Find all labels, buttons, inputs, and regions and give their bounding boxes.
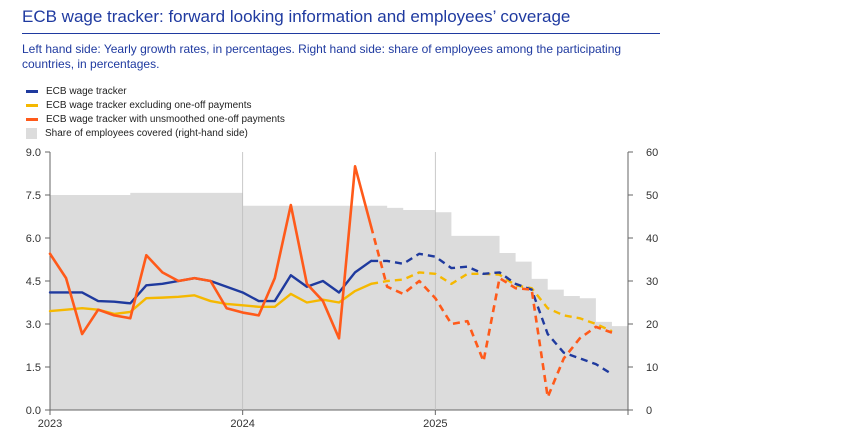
legend-swatch-coverage — [26, 127, 37, 139]
legend-item-unsmoothed: ECB wage tracker with unsmoothed one-off… — [22, 112, 285, 126]
x-tick-label: 2023 — [38, 418, 62, 430]
series-lines-layer — [48, 165, 613, 399]
x-tick-label: 2025 — [423, 418, 447, 430]
tick-labels-layer: 0.0 1.5 3.0 4.5 6.0 7.5 9.0 0 10 20 30 40 50 60 2023 20… — [26, 147, 659, 430]
legend-label-excluding: ECB wage tracker excluding one-off payme… — [46, 99, 252, 111]
legend-swatch-tracker — [26, 89, 38, 93]
series-line-tracker-forecast — [371, 252, 613, 376]
legend-item-tracker: ECB wage tracker — [22, 84, 285, 98]
right-tick-label: 20 — [646, 319, 658, 331]
legend-swatch-excluding — [26, 103, 38, 107]
legend-item-coverage: Share of employees covered (right-hand s… — [22, 126, 285, 140]
left-tick-label: 0.0 — [26, 405, 41, 417]
left-tick-label: 6.0 — [26, 233, 41, 245]
legend-label-coverage: Share of employees covered (right-hand s… — [45, 127, 248, 139]
right-tick-label: 40 — [646, 233, 658, 245]
legend-swatch-unsmoothed — [26, 117, 38, 121]
left-tick-label: 7.5 — [26, 190, 41, 202]
legend-label-tracker: ECB wage tracker — [46, 85, 127, 97]
x-tick-label: 2024 — [230, 418, 254, 430]
series-line-excluding-forecast — [370, 271, 613, 333]
axes-layer — [45, 151, 633, 415]
series-line-unsmoothed-actual — [48, 165, 373, 340]
left-tick-label: 4.5 — [26, 276, 41, 288]
chart-legend: ECB wage tracker ECB wage tracker exclud… — [22, 84, 285, 140]
right-tick-label: 10 — [646, 362, 658, 374]
left-tick-label: 1.5 — [26, 362, 41, 374]
left-tick-label: 3.0 — [26, 319, 41, 331]
series-line-unsmoothed-forecast — [369, 226, 613, 399]
right-tick-label: 30 — [646, 276, 658, 288]
legend-label-unsmoothed: ECB wage tracker with unsmoothed one-off… — [46, 113, 285, 125]
right-tick-label: 0 — [646, 405, 652, 417]
right-tick-label: 60 — [646, 147, 658, 159]
legend-item-excluding: ECB wage tracker excluding one-off payme… — [22, 98, 285, 112]
chart-subtitle: Left hand side: Yearly growth rates, in … — [22, 42, 622, 71]
right-tick-label: 50 — [646, 190, 658, 202]
title-underline — [22, 33, 660, 34]
chart-title: ECB wage tracker: forward looking inform… — [22, 7, 571, 26]
left-tick-label: 9.0 — [26, 147, 41, 159]
